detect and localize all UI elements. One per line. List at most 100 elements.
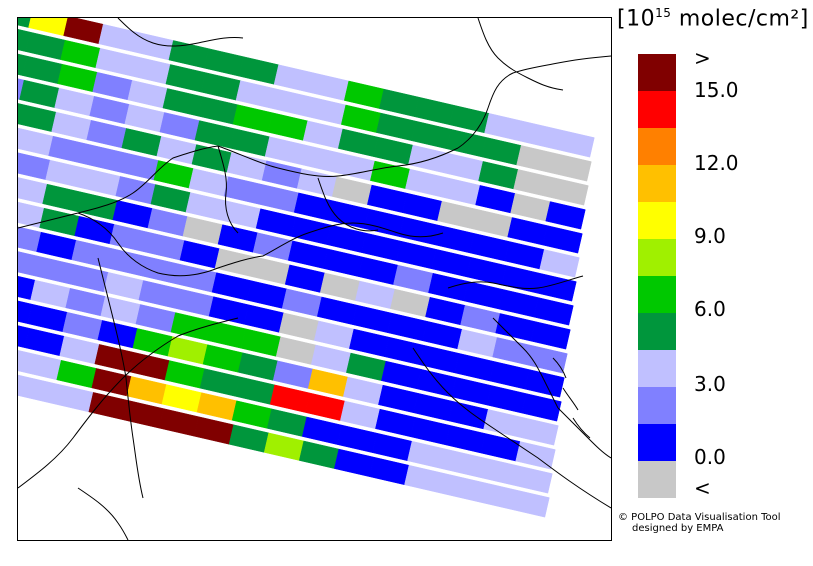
swath-cell [19, 79, 60, 108]
swath-row [18, 226, 568, 374]
swath-cell [434, 224, 475, 254]
swath-cell [524, 369, 565, 398]
swath-cell [407, 440, 448, 470]
swath-cell [419, 344, 460, 374]
swath-cell [25, 31, 66, 60]
legend-swatch [638, 202, 676, 239]
swath-cell [372, 432, 413, 462]
coastline-istria [492, 317, 559, 409]
credit-line-1: © POLPO Data Visualisation Tool [618, 512, 781, 523]
swath-cell [156, 136, 197, 165]
swath-cell [167, 336, 208, 365]
swath-cell [507, 217, 548, 246]
swath-cell [319, 272, 361, 301]
legend-label: > [694, 46, 711, 70]
swath-cell [399, 216, 440, 246]
swath-cell [217, 224, 258, 253]
swath-cell [337, 424, 378, 453]
swath-cell [173, 288, 214, 317]
swath-cell [515, 441, 556, 470]
legend-label: 15.0 [694, 78, 739, 102]
swath-cell [267, 112, 308, 141]
map-canvas[interactable] [18, 18, 611, 540]
swath-cell [33, 255, 74, 285]
swath-cell [340, 104, 382, 133]
swath-cell [469, 233, 510, 262]
swath-cell [437, 200, 478, 230]
swath-cell [304, 392, 346, 421]
swath-cell [334, 152, 376, 181]
swath-cell [343, 80, 385, 109]
swath-cell [478, 161, 519, 190]
swath-cell [310, 344, 352, 373]
swath-row [18, 275, 562, 422]
swath-cell [199, 368, 240, 397]
swath-cell [202, 344, 243, 373]
swath-cell [18, 177, 48, 204]
swath-row [18, 325, 556, 470]
swath-cell [278, 312, 320, 341]
swath-cell [176, 264, 217, 293]
swath-cell [200, 72, 241, 101]
swath-cell [223, 176, 264, 205]
legend-label: 6.0 [694, 297, 726, 321]
swath-cell [103, 272, 144, 301]
swath-cell [472, 209, 513, 238]
swath-cell [18, 152, 51, 180]
swath-cell [60, 39, 101, 69]
swath-cell [474, 481, 515, 510]
swath-cell [126, 376, 167, 405]
swath-cell [97, 320, 138, 349]
swath-cell [337, 128, 379, 157]
swath-cell [545, 201, 586, 230]
swath-cell [375, 408, 416, 438]
legend-swatch [638, 91, 676, 128]
swath-cell [272, 360, 314, 389]
swath-cell [48, 135, 89, 165]
swath-row [18, 251, 565, 398]
swath-cell [246, 280, 287, 309]
swath-cell [281, 288, 323, 317]
border-south [97, 257, 144, 499]
legend-label: 12.0 [694, 151, 739, 175]
swath-cell [396, 240, 437, 270]
swath-cell [182, 216, 223, 245]
swath-cell [307, 368, 349, 397]
swath-cell [141, 256, 182, 285]
legend-swatch [638, 387, 676, 424]
swath-cell [501, 265, 542, 294]
swath-cell [59, 335, 100, 365]
swath-cell [193, 416, 234, 445]
swath-cell [518, 417, 559, 446]
legend-label: < [694, 476, 711, 500]
swath-cell [211, 272, 252, 301]
border-alps-central [217, 145, 459, 177]
swath-cell [340, 400, 381, 429]
swath-cell [161, 384, 202, 413]
swath-cell [287, 240, 329, 269]
swath-layer [18, 18, 595, 518]
swath-cell [376, 112, 417, 141]
swath-cell [158, 408, 199, 437]
swath-cell [504, 241, 545, 270]
swath-cell [530, 321, 571, 350]
swath-cell [425, 296, 466, 326]
map-frame[interactable] [17, 17, 612, 541]
swath-cell [352, 304, 393, 333]
swath-cell [325, 224, 367, 253]
swath-cell [51, 111, 92, 141]
swath-cell [416, 368, 457, 398]
swath-cell [551, 153, 592, 182]
legend-swatch [638, 276, 676, 313]
swath-cell [77, 191, 118, 221]
country-borders [18, 18, 611, 540]
swath-cell [196, 392, 237, 421]
swath-cell [62, 311, 103, 341]
coastline-liguria [77, 487, 129, 540]
swath-cell [442, 449, 483, 478]
swath-cell [24, 327, 65, 357]
swath-cell [243, 304, 284, 333]
swath-cell [249, 256, 290, 285]
swath-cell [509, 489, 550, 518]
swath-row [18, 103, 583, 254]
